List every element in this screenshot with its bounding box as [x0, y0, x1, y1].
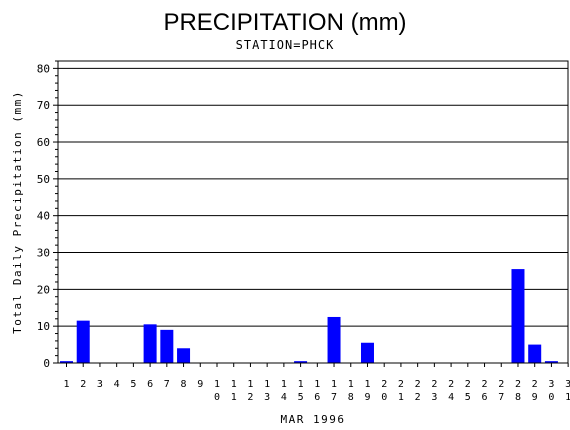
bar-day-17: [327, 316, 341, 363]
x-tick-label: 4: [114, 379, 120, 390]
bar-day-29: [528, 344, 542, 363]
chart-title: PRECIPITATION (mm): [163, 9, 406, 36]
x-tick-label: 5: [130, 379, 136, 390]
y-tick-label: 40: [37, 210, 50, 223]
y-tick-label: 0: [43, 357, 50, 370]
bar-day-1: [60, 361, 73, 363]
bar-day-28: [511, 269, 525, 363]
gridlines: [58, 67, 568, 327]
x-tick-label: 6: [147, 379, 153, 390]
y-axis-label: Total Daily Precipitation (mm): [11, 90, 24, 334]
y-tick-label: 30: [37, 247, 50, 260]
bars: [60, 269, 558, 363]
y-tick-label: 60: [37, 136, 50, 149]
x-tick-label: 7: [164, 379, 170, 390]
chart-subtitle: STATION=PHCK: [236, 38, 335, 52]
bar-day-6: [143, 324, 157, 363]
y-tick-label: 70: [37, 99, 50, 112]
bar-day-2: [76, 320, 90, 363]
x-axis-label: MAR 1996: [281, 413, 346, 426]
x-tick-label: 2: [80, 379, 86, 390]
bar-day-19: [360, 342, 374, 363]
plot-frame: [57, 60, 569, 364]
bar-day-15: [294, 361, 308, 363]
x-tick-label: 8: [181, 379, 187, 390]
bar-day-30: [544, 361, 558, 363]
x-tick-label: 3: [97, 379, 103, 390]
y-axis-ticks: 0 10 20 30 40 50 60 70 80: [37, 60, 58, 370]
bar-day-7: [160, 329, 174, 363]
y-tick-label: 50: [37, 173, 50, 186]
y-tick-label: 80: [37, 62, 50, 75]
x-tick-label: 9: [197, 379, 203, 390]
y-tick-label: 20: [37, 283, 50, 296]
y-tick-label: 10: [37, 320, 50, 333]
bar-day-8: [177, 348, 191, 363]
x-tick-label: 1: [63, 379, 69, 390]
x-axis-ticks: 1 2 3 4 5 6 7 8 9 1 01 11 21 31 41 51 61 71 81 92 02 12 22 32 42…: [63, 363, 570, 403]
